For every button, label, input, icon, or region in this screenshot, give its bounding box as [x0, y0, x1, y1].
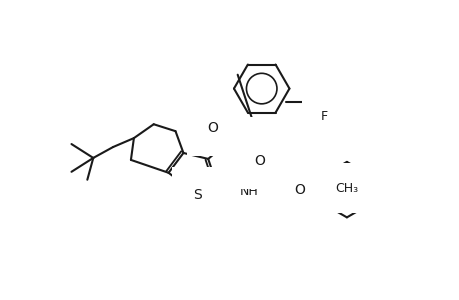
Text: S: S [192, 188, 201, 202]
Text: O: O [254, 154, 264, 168]
Text: NH: NH [240, 185, 258, 198]
Text: F: F [320, 110, 327, 123]
Text: F: F [325, 84, 333, 97]
Text: O: O [293, 183, 304, 196]
Text: CH₃: CH₃ [335, 182, 358, 195]
Text: F: F [325, 98, 333, 111]
Text: NH: NH [251, 136, 270, 148]
Text: O: O [207, 121, 218, 135]
